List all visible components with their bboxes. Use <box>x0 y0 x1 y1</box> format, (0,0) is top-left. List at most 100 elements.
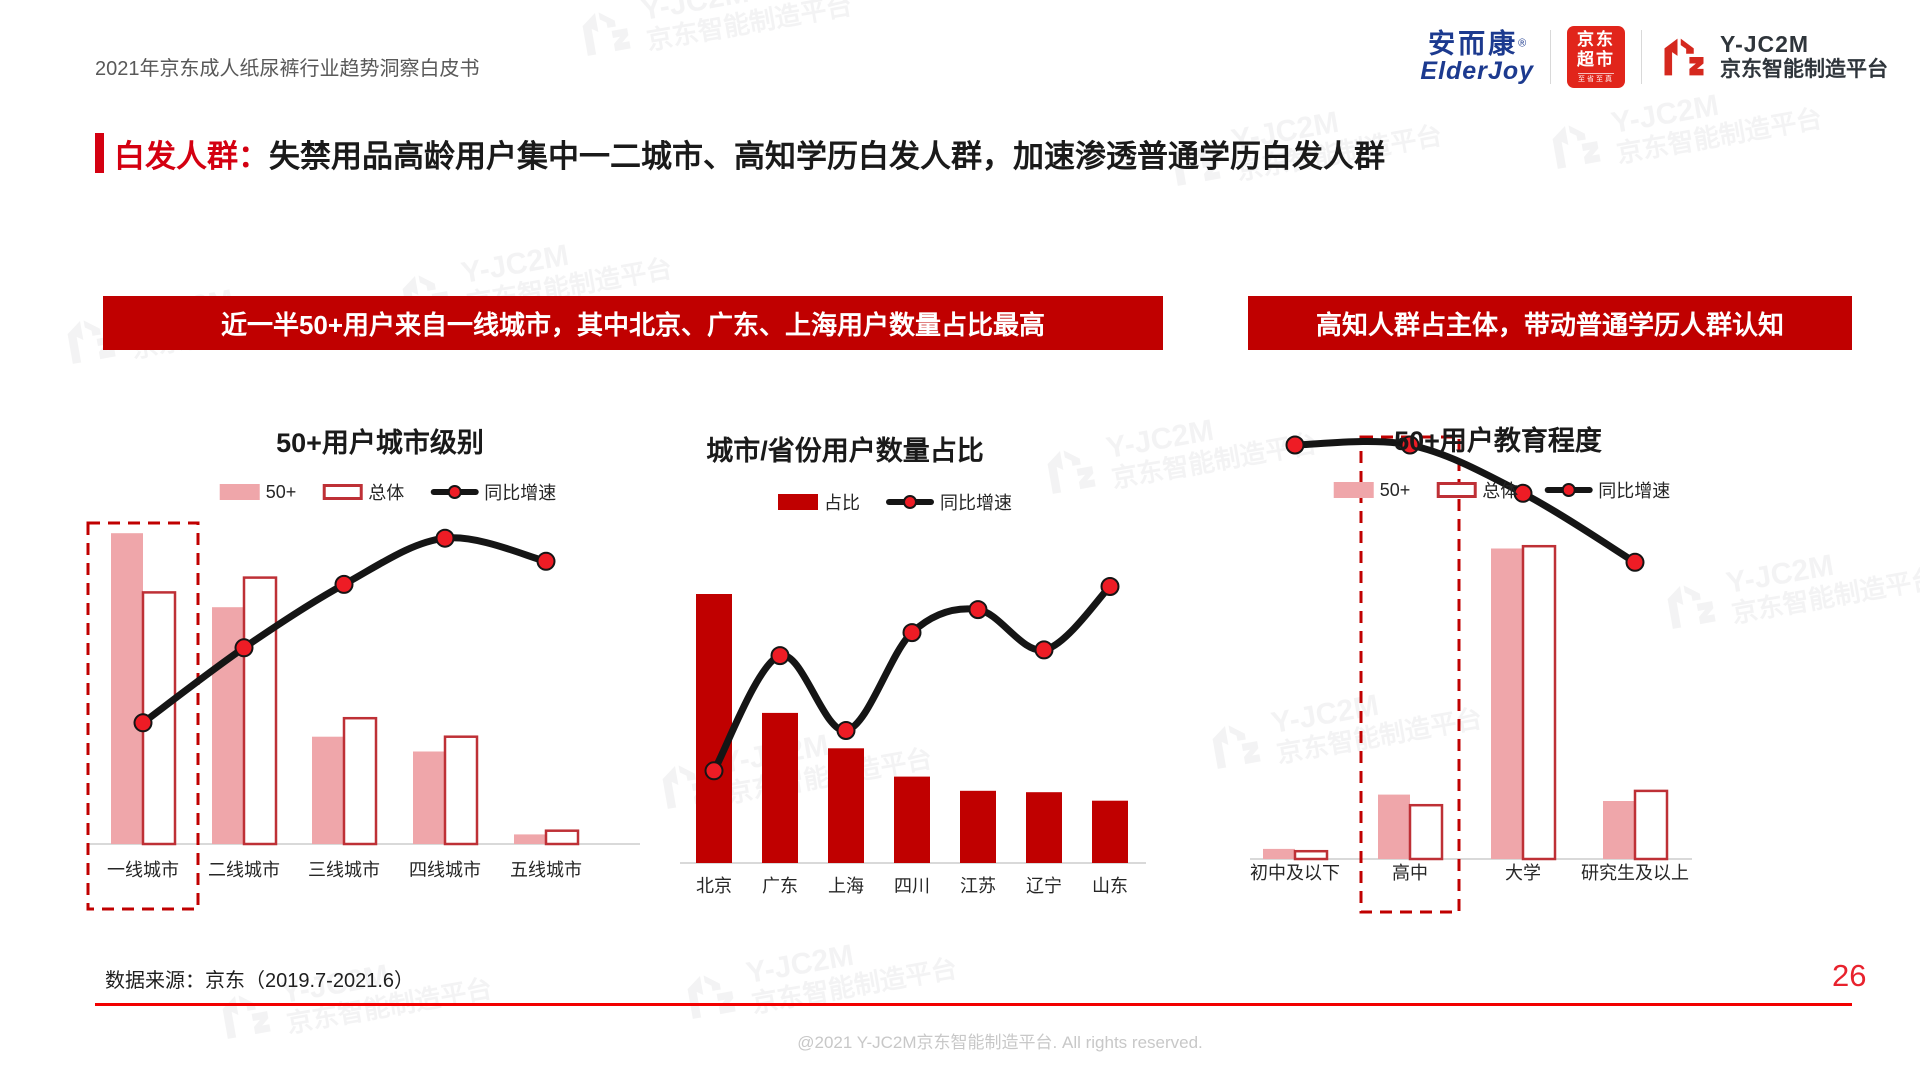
chart-plot: 初中及以下 高中 大学 研究生及以上 <box>1250 435 1692 914</box>
line-point <box>133 713 153 733</box>
copyright-note: @2021 Y-JC2M京东智能制造平台. All rights reserve… <box>797 1033 1203 1052</box>
watermark: Y-JC2M 京东智能制造平台 <box>572 0 855 67</box>
legend-item: 同比增速 <box>1544 477 1670 503</box>
chart-title: 50+用户城市级别 <box>276 428 484 458</box>
line-point <box>334 574 354 594</box>
legend-line-swatch <box>430 483 479 501</box>
page-title-highlight: 白发人群： <box>114 139 269 174</box>
line-point <box>1034 640 1054 660</box>
axis-label: 高中 <box>1392 863 1428 883</box>
line-point <box>1100 577 1120 596</box>
report-header-label: 2021年京东成人纸尿裤行业趋势洞察白皮书 <box>95 58 480 80</box>
line-point <box>704 761 724 781</box>
yjc2m-mark-icon <box>582 12 631 56</box>
axis-label: 辽宁 <box>1026 876 1062 896</box>
legend-item: 占比 <box>778 489 860 515</box>
line-point <box>770 646 790 666</box>
legend-label: 同比增速 <box>1598 481 1671 501</box>
bar-占比 <box>1026 792 1062 863</box>
bar-50+ <box>1491 548 1523 859</box>
axis-label: 上海 <box>828 876 864 896</box>
growth-line <box>139 534 550 727</box>
watermark-subtitle: 京东智能制造平台 <box>644 0 855 56</box>
yjc2m-subtitle: 京东智能制造平台 <box>1720 58 1888 82</box>
legend-label: 总体 <box>1482 481 1519 501</box>
axis-label: 初中及以下 <box>1250 863 1340 883</box>
axis-label: 研究生及以上 <box>1581 863 1689 883</box>
bar-50+ <box>312 736 344 844</box>
legend-item: 同比增速 <box>886 489 1012 515</box>
line-point <box>234 638 254 658</box>
chart-legend: 50+ 总体 同比增速 <box>219 479 556 505</box>
bar-占比 <box>828 748 864 863</box>
line-point <box>1513 483 1533 503</box>
axis-label: 一线城市 <box>107 860 179 880</box>
axis-label: 三线城市 <box>308 860 380 880</box>
chart-city-tier: 50+用户城市级别 50+ 总体 同比增速 一线城市 二线城市 三线城市 四线城市 五线城市 <box>80 415 660 915</box>
axis-label: 四川 <box>894 876 930 896</box>
legend-line-swatch <box>1544 481 1593 499</box>
line-point <box>836 721 856 740</box>
legend-item: 50+ <box>219 481 297 503</box>
chart-legend: 50+ 总体 同比增速 <box>1333 477 1670 503</box>
jd-supermarket-badge: 京东 超市 至省至真 <box>1567 26 1625 88</box>
legend-item: 总体 <box>1436 477 1518 503</box>
jd-badge-slogan: 至省至真 <box>1578 72 1614 84</box>
legend-swatch <box>778 494 818 510</box>
jd-badge-line1: 京东 <box>1577 30 1615 50</box>
yjc2m-name: Y-JC2M <box>1720 31 1810 58</box>
page-title: 白发人群：失禁用品高龄用户集中一二城市、高知学历白发人群，加速渗透普通学历白发人… <box>114 131 1385 176</box>
legend-label: 占比 <box>824 493 860 513</box>
registered-mark: ® <box>1518 37 1527 50</box>
bar-总体 <box>1521 544 1557 861</box>
footer-divider-line <box>95 1003 1852 1006</box>
axis-label: 大学 <box>1505 863 1541 883</box>
legend-label: 同比增速 <box>940 493 1012 513</box>
bar-50+ <box>111 533 143 844</box>
data-source-note: 数据来源：京东（2019.7-2021.6） <box>105 970 415 992</box>
growth-line <box>1291 437 1639 566</box>
line-point <box>902 623 922 643</box>
line-point <box>1625 552 1645 572</box>
bar-占比 <box>1092 800 1128 863</box>
bar-占比 <box>894 776 930 863</box>
line-point <box>1285 435 1305 455</box>
bar-总体 <box>1633 789 1669 861</box>
elderjoy-cn-text: 安而康 <box>1428 28 1519 59</box>
logo-divider <box>1641 30 1642 84</box>
watermark-name: Y-JC2M <box>638 0 752 28</box>
watermark: Y-JC2M 京东智能制造平台 <box>677 922 959 1031</box>
bar-占比 <box>960 790 996 863</box>
bar-50+ <box>514 834 546 844</box>
legend-label: 总体 <box>368 483 405 503</box>
page-title-rest: 失禁用品高龄用户集中一二城市、高知学历白发人群，加速渗透普通学历白发人群 <box>269 139 1385 174</box>
chart-title: 城市/省份用户数量占比 <box>706 436 984 466</box>
bar-总体 <box>1408 803 1444 861</box>
legend-swatch <box>219 484 260 500</box>
watermark-name: Y-JC2M <box>458 238 572 291</box>
axis-label: 北京 <box>696 876 732 896</box>
banner-left: 近一半50+用户来自一线城市，其中北京、广东、上海用户数量占比最高 <box>103 296 1163 350</box>
bar-总体 <box>1293 849 1329 861</box>
bar-总体 <box>342 716 378 846</box>
yjc2m-logo: Y-JC2M 京东智能制造平台 <box>1658 31 1888 83</box>
yjc2m-mark-icon <box>1664 38 1704 76</box>
chart-plot: 一线城市 二线城市 三线城市 四线城市 五线城市 <box>86 521 640 911</box>
jd-badge-line2: 超市 <box>1577 49 1615 69</box>
axis-label: 广东 <box>762 876 798 896</box>
chart-title: 50+用户教育程度 <box>1394 426 1602 456</box>
bar-50+ <box>1263 848 1295 859</box>
legend-label: 50+ <box>1379 479 1411 500</box>
yjc2m-mark-icon <box>1552 125 1601 169</box>
bar-50+ <box>1603 801 1635 859</box>
bar-总体 <box>544 829 580 846</box>
legend-item: 总体 <box>322 479 404 505</box>
chart-education-level: 50+用户教育程度 50+ 总体 同比增速初中及以下 高中 大学 研究生及以上 <box>1240 415 1840 915</box>
legend-swatch <box>322 484 363 500</box>
legend-label: 50+ <box>265 481 297 502</box>
axis-label: 山东 <box>1092 876 1128 896</box>
banner-right: 高知人群占主体，带动普通学历人群认知 <box>1248 296 1852 350</box>
bar-总体 <box>443 735 479 846</box>
title-accent-bar <box>95 133 104 173</box>
